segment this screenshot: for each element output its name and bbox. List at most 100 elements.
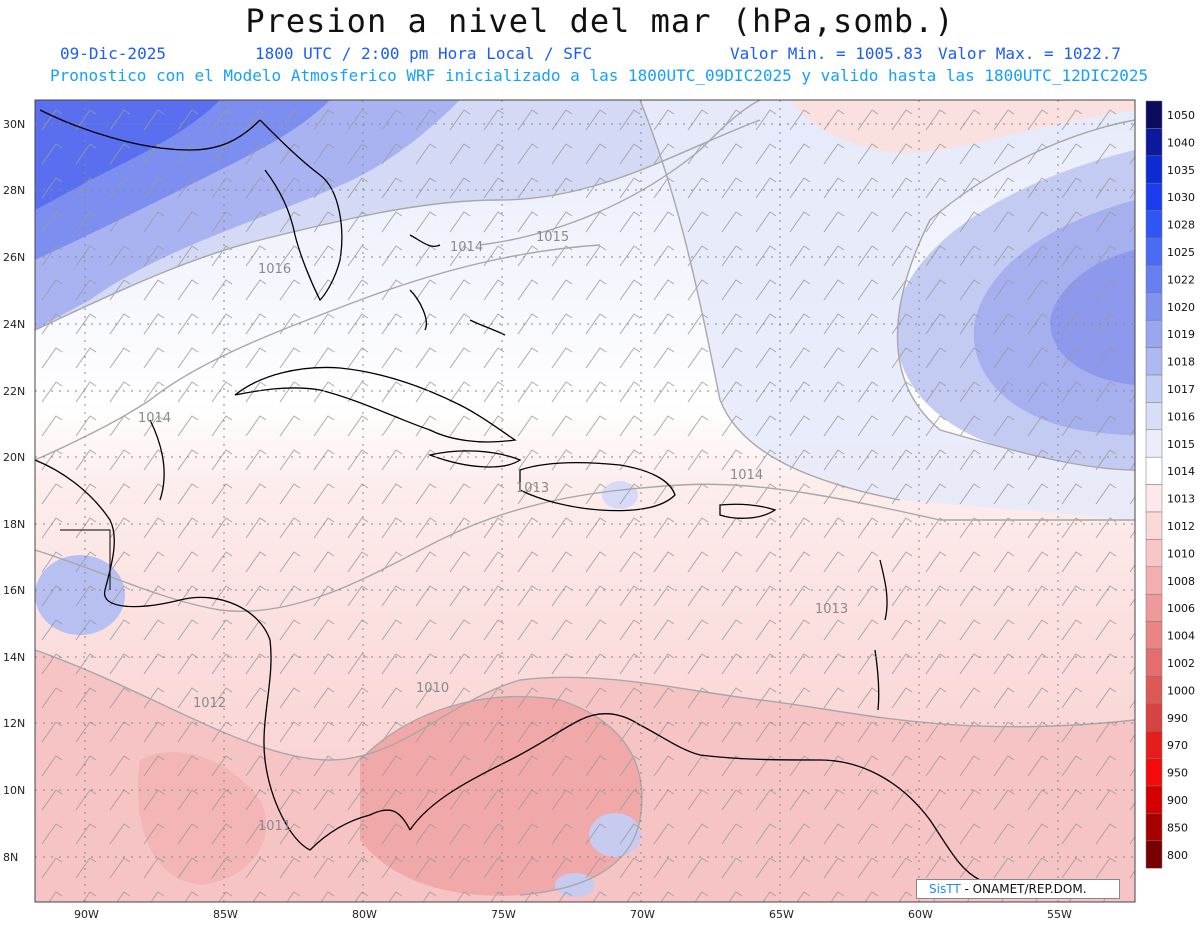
- colorbar-label: 1000: [1167, 684, 1195, 697]
- colorbar-swatch: [1145, 621, 1163, 650]
- colorbar-label: 1013: [1167, 493, 1195, 506]
- coast-hispaniola: [519, 461, 676, 512]
- border-belize-guatemala: [60, 529, 111, 590]
- colorbar-label: 1016: [1167, 410, 1195, 423]
- wind-barbs-layer: [35, 100, 1135, 902]
- colorbar-swatch: [1145, 237, 1163, 266]
- colorbar-swatch: [1145, 785, 1163, 814]
- lat-label: 24N: [3, 318, 25, 331]
- colorbar-swatch: [1145, 429, 1163, 458]
- longitude-labels: 90W 85W 80W 75W 70W 65W 60W 55W: [74, 908, 1072, 921]
- colorbar-label: 800: [1167, 849, 1188, 862]
- lon-label: 60W: [908, 908, 933, 921]
- lat-label: 14N: [3, 651, 25, 664]
- colorbar-swatch: [1145, 319, 1163, 348]
- colorbar-swatch: [1145, 676, 1163, 705]
- isobars: [35, 100, 1135, 896]
- colorbar-swatch: [1145, 730, 1163, 759]
- latitude-labels: 30N 28N 26N 24N 22N 20N 18N 16N 14N 12N …: [3, 118, 25, 864]
- colorbar-label: 1012: [1167, 520, 1195, 533]
- graticule: [35, 100, 1135, 902]
- isobar-1010: [359, 695, 643, 896]
- lat-label: 30N: [3, 118, 25, 131]
- isobar-label: 1015: [536, 230, 569, 245]
- colorbar-label: 1020: [1167, 301, 1195, 314]
- colorbar-swatch: [1145, 292, 1163, 321]
- isobar-1013: [35, 483, 1135, 612]
- colorbar-label: 1014: [1167, 465, 1195, 478]
- map-frame: [34, 99, 1136, 903]
- colorbar-label: 970: [1167, 739, 1188, 752]
- colorbar-label: 1010: [1167, 547, 1195, 560]
- coast-yucatan: [149, 419, 165, 501]
- lon-label: 80W: [352, 908, 377, 921]
- coast-central-america: [35, 459, 411, 851]
- colorbar-label: 1004: [1167, 630, 1195, 643]
- coastlines: [35, 109, 981, 881]
- map-title: Presion a nivel del mar (hPa,somb.): [245, 2, 955, 40]
- isobar-label: 1013: [516, 481, 549, 496]
- colorbar-label: 900: [1167, 794, 1188, 807]
- isobar-label: 1011: [258, 819, 291, 834]
- colorbar-swatch: [1145, 703, 1163, 732]
- colorbar: 1050 1040 1035 1030 1028 1025 1022 1020 1019 1018…: [1145, 100, 1195, 869]
- lat-label: 26N: [3, 251, 25, 264]
- colorbar-label: 1019: [1167, 328, 1195, 341]
- colorbar-label: 1040: [1167, 136, 1195, 149]
- coast-south-america: [409, 713, 981, 881]
- lat-label: 12N: [3, 717, 25, 730]
- isobar-1015: [479, 100, 761, 246]
- colorbar-label: 1017: [1167, 383, 1195, 396]
- coast-cuba: [234, 366, 517, 443]
- coast-gulf-north: [39, 109, 261, 151]
- colorbar-swatch: [1145, 100, 1163, 129]
- colorbar-label: 1006: [1167, 602, 1195, 615]
- colorbar-label: 1022: [1167, 273, 1195, 286]
- forecast-date: 09-Dic-2025: [60, 44, 166, 63]
- isobar-label: 1016: [258, 262, 291, 277]
- colorbar-swatch: [1145, 593, 1163, 622]
- isobar-labels: 1016 1014 1015 1014 1013 1014 1013 1012 …: [138, 230, 848, 834]
- lon-label: 85W: [213, 908, 238, 921]
- colorbar-label: 1018: [1167, 356, 1195, 369]
- map-area: [35, 100, 1135, 902]
- coast-puerto-rico: [719, 503, 777, 519]
- lon-label: 90W: [74, 908, 99, 921]
- isobar-label: 1014: [138, 411, 171, 426]
- colorbar-label: 1008: [1167, 575, 1195, 588]
- lon-label: 65W: [769, 908, 794, 921]
- colorbar-label: 1050: [1167, 109, 1195, 122]
- coast-jamaica: [427, 450, 522, 468]
- coast-lesser-antilles: [874, 559, 888, 711]
- colorbar-label: 1030: [1167, 191, 1195, 204]
- lon-label: 75W: [491, 908, 516, 921]
- max-value: Valor Max. = 1022.7: [938, 44, 1122, 63]
- colorbar-swatch: [1145, 128, 1163, 157]
- colorbar-swatch: [1145, 210, 1163, 239]
- colorbar-swatch: [1145, 265, 1163, 294]
- colorbar-swatch: [1145, 456, 1163, 485]
- colorbar-label: 1025: [1167, 246, 1195, 259]
- colorbar-swatch: [1145, 758, 1163, 787]
- lat-label: 8N: [3, 851, 18, 864]
- isobar-label: 1012: [193, 696, 226, 711]
- colorbar-swatch: [1145, 484, 1163, 513]
- colorbar-swatch: [1145, 566, 1163, 595]
- colorbar-swatch: [1145, 155, 1163, 184]
- isobar-label: 1014: [450, 240, 483, 255]
- credit-text: - ONAMET/REP.DOM.: [960, 882, 1087, 896]
- colorbar-swatch: [1145, 539, 1163, 568]
- coast-florida: [259, 119, 343, 302]
- isobar-1015-east: [896, 119, 1135, 471]
- lat-label: 28N: [3, 184, 25, 197]
- lon-label: 55W: [1047, 908, 1072, 921]
- lat-label: 18N: [3, 518, 25, 531]
- isobar-1016: [35, 119, 761, 331]
- credit-box: SisTT - ONAMET/REP.DOM.: [916, 879, 1120, 899]
- colorbar-label: 950: [1167, 767, 1188, 780]
- forecast-time: 1800 UTC / 2:00 pm Hora Local / SFC: [255, 44, 593, 63]
- isobar-label: 1014: [730, 468, 763, 483]
- isobar-1014-west: [35, 244, 601, 461]
- colorbar-swatch: [1145, 402, 1163, 431]
- colorbar-label: 850: [1167, 821, 1188, 834]
